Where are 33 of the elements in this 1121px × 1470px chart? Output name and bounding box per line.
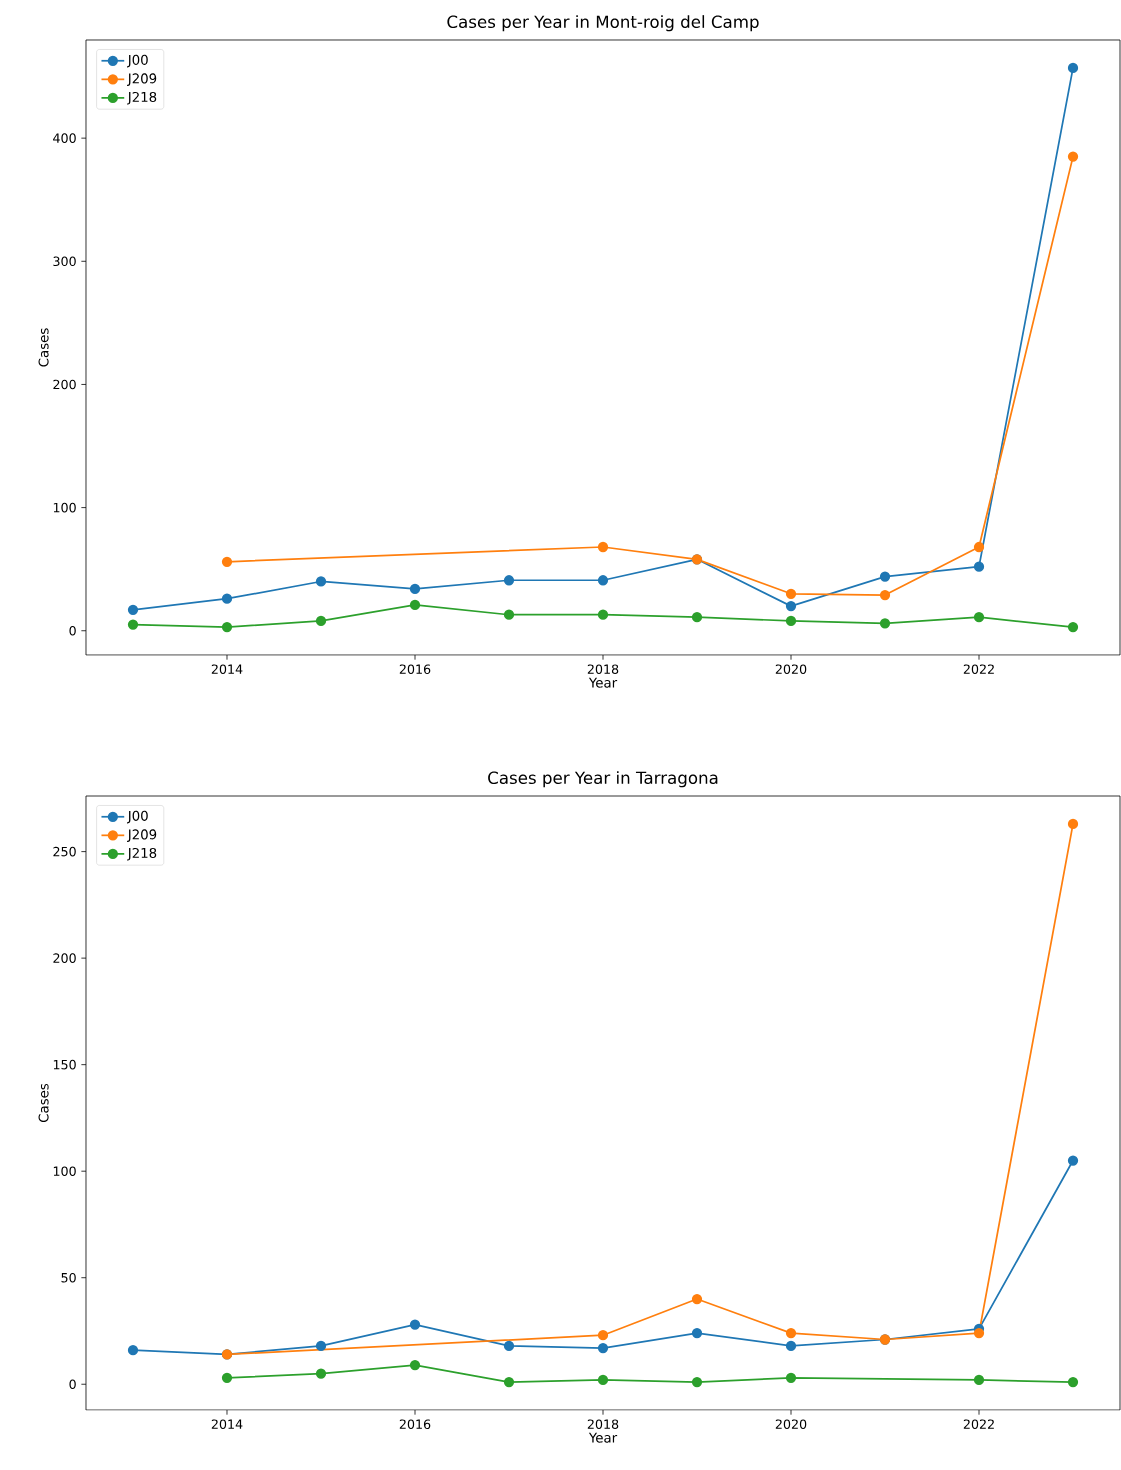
x-axis-title: Year — [588, 1432, 618, 1443]
chart-title: Cases per Year in Tarragona — [488, 771, 718, 788]
legend-label: J209 — [127, 73, 157, 86]
chart-title: Cases per Year in Mont-roig del Camp — [447, 15, 759, 32]
y-tick-label: 0 — [69, 1379, 76, 1390]
x-tick-label: 2016 — [399, 664, 431, 674]
legend-label: J209 — [127, 829, 157, 842]
x-tick-label: 2020 — [775, 1419, 807, 1429]
legend-label: J00 — [127, 810, 148, 824]
x-tick-label: 2018 — [587, 1419, 619, 1429]
y-tick-label: 100 — [53, 502, 76, 513]
x-tick-label: 2022 — [963, 1419, 994, 1429]
y-tick-label: 50 — [61, 1272, 76, 1283]
x-tick-label: 2020 — [775, 664, 807, 674]
legend-label: J218 — [127, 847, 157, 861]
x-axis-title: Year — [588, 677, 618, 688]
legend-label: J00 — [127, 54, 148, 68]
y-tick-label: 250 — [53, 846, 76, 857]
x-tick-label: 2022 — [963, 664, 994, 674]
y-tick-label: 150 — [53, 1059, 76, 1070]
x-tick-label: 2018 — [587, 664, 619, 674]
x-tick-label: 2014 — [211, 664, 243, 674]
y-tick-label: 200 — [53, 953, 76, 963]
y-tick-label: 200 — [53, 379, 76, 390]
y-axis-title: Cases — [38, 328, 49, 367]
y-tick-label: 0 — [69, 625, 76, 636]
x-tick-label: 2016 — [399, 1419, 431, 1429]
y-tick-label: 400 — [53, 133, 76, 143]
y-tick-label: 100 — [53, 1166, 76, 1176]
legend-label: J218 — [127, 91, 157, 105]
y-axis-title: Cases — [38, 1083, 49, 1123]
x-tick-label: 2014 — [211, 1419, 243, 1429]
y-tick-label: 300 — [53, 256, 76, 267]
